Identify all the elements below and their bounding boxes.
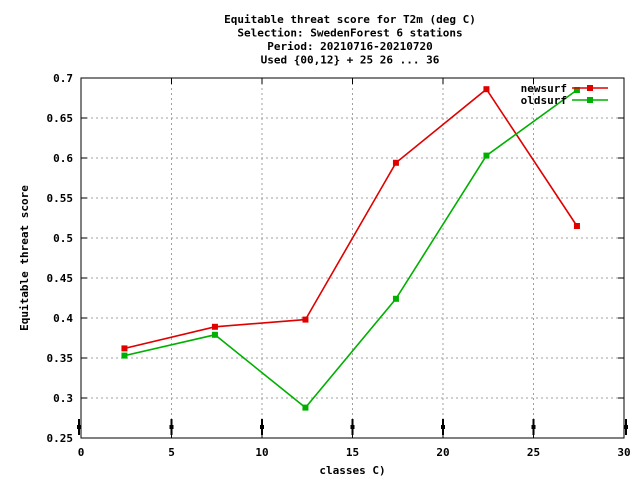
- y-tick-label: 0.4: [53, 312, 73, 325]
- data-point-oldsurf: [483, 152, 490, 159]
- chart-title: Equitable threat score for T2m (deg C)Se…: [224, 13, 476, 67]
- bottom-marker-dot: [531, 425, 536, 429]
- data-point-oldsurf: [392, 295, 399, 302]
- y-tick-label: 0.25: [47, 432, 74, 445]
- x-axis-label: classes C): [319, 464, 385, 477]
- legend-label-oldsurf: oldsurf: [521, 94, 567, 107]
- title-line-2: Period: 20210716-20210720: [267, 40, 433, 53]
- bottom-marker-dot: [350, 425, 355, 429]
- data-point-oldsurf: [211, 331, 218, 338]
- data-point-newsurf: [211, 323, 218, 330]
- data-point-oldsurf: [121, 352, 128, 359]
- legend-marker-oldsurf: [587, 97, 593, 103]
- grid-lines: [81, 78, 624, 438]
- data-point-newsurf: [121, 345, 128, 352]
- series-line-oldsurf: [124, 89, 578, 409]
- title-line-1: Selection: SwedenForest 6 stations: [237, 27, 462, 40]
- y-tick-label: 0.5: [53, 232, 73, 245]
- y-tick-label: 0.45: [47, 272, 74, 285]
- y-tick-label: 0.35: [47, 352, 74, 365]
- series: [121, 86, 580, 411]
- x-tick-label: 25: [527, 446, 540, 459]
- legend-marker-newsurf: [587, 85, 593, 91]
- bottom-marker-dot: [77, 425, 81, 429]
- y-tick-label: 0.6: [53, 152, 73, 165]
- data-point-newsurf: [392, 159, 399, 166]
- y-tick-label: 0.65: [47, 112, 74, 125]
- x-tick-label: 10: [255, 446, 268, 459]
- x-tick-label: 30: [617, 446, 630, 459]
- data-point-newsurf: [302, 316, 309, 323]
- bottom-markers: [77, 419, 628, 435]
- title-line-3: Used {00,12} + 25 26 ... 36: [261, 54, 440, 67]
- y-axis-label: Equitable threat score: [18, 185, 31, 331]
- series-line-newsurf: [124, 88, 578, 350]
- bottom-marker-dot: [441, 425, 445, 429]
- x-tick-label: 0: [78, 446, 85, 459]
- x-tick-label: 5: [168, 446, 175, 459]
- y-axis-ticks: 0.25 0.3 0.35 0.4 0.45 0.5 0.55 0.6 0.65 0.7: [47, 72, 624, 445]
- y-tick-label: 0.55: [47, 192, 74, 205]
- bottom-marker-dot: [624, 425, 628, 429]
- y-tick-label: 0.7: [53, 72, 73, 85]
- title-line-0: Equitable threat score for T2m (deg C): [224, 13, 476, 26]
- x-tick-label: 20: [436, 446, 449, 459]
- bottom-marker-dot: [260, 425, 264, 429]
- x-tick-label: 15: [346, 446, 359, 459]
- legend-label-newsurf: newsurf: [521, 82, 567, 95]
- bottom-marker-dot: [169, 425, 174, 429]
- data-point-newsurf: [573, 223, 580, 229]
- data-point-oldsurf: [302, 404, 309, 411]
- data-point-oldsurf: [573, 87, 580, 93]
- y-tick-label: 0.3: [53, 392, 73, 405]
- x-axis-ticks: 0 5 10 15 20 25 30: [78, 78, 631, 459]
- data-point-newsurf: [483, 86, 490, 93]
